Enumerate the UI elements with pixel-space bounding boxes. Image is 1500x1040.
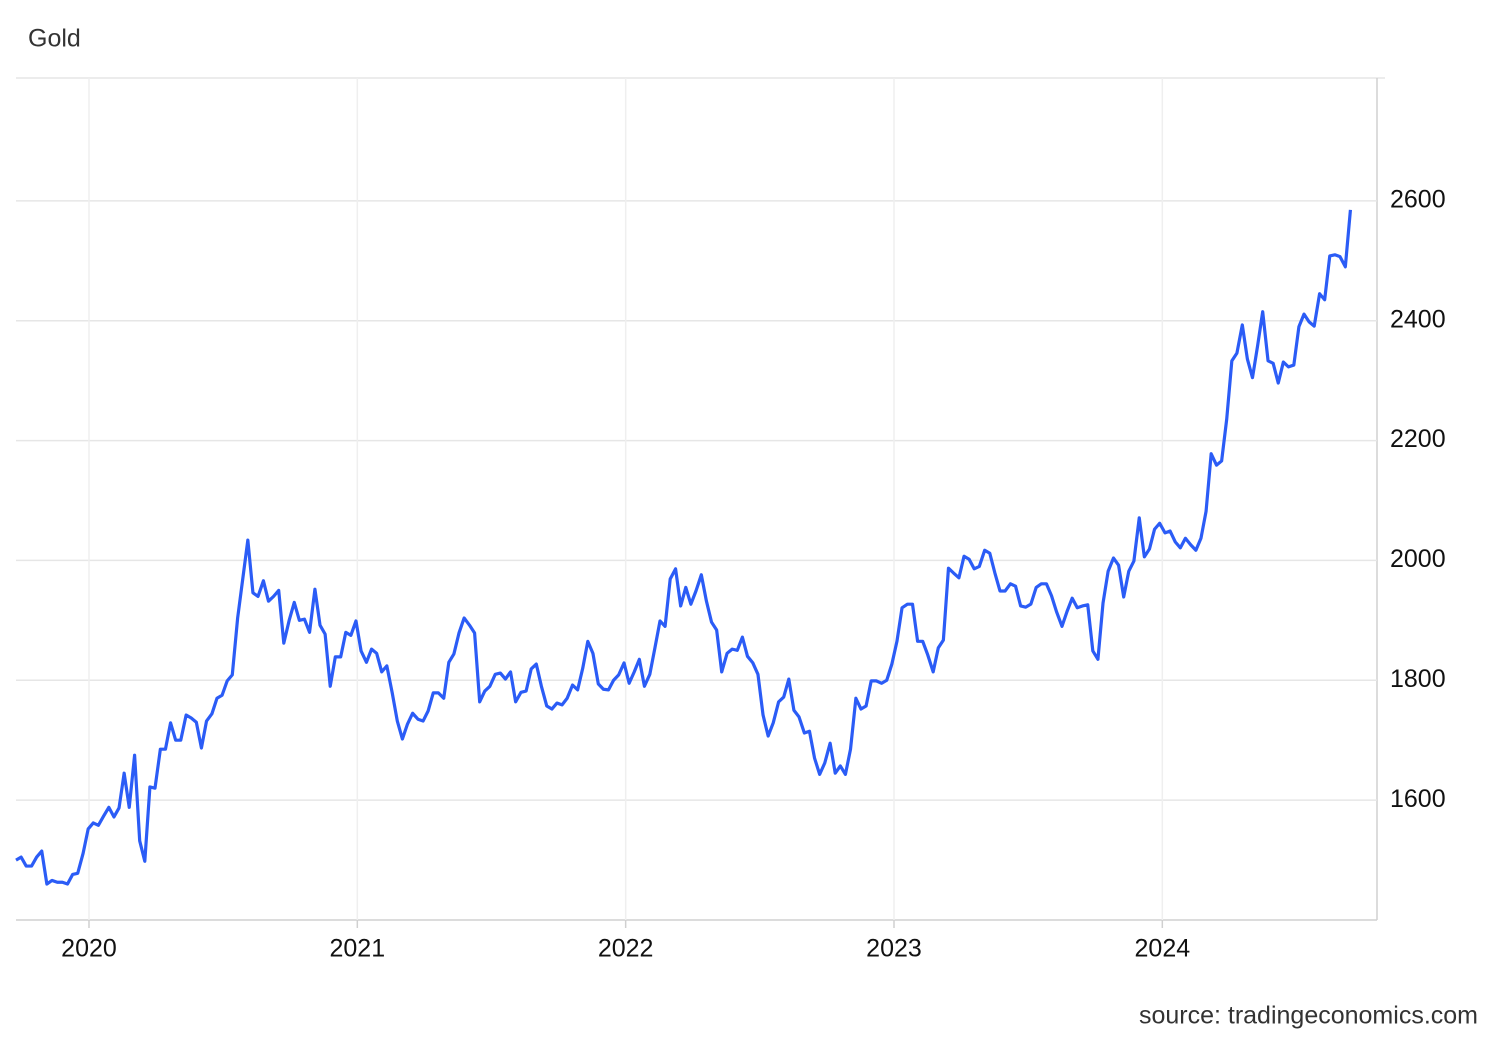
x-tick-label: 2022 [598, 935, 654, 963]
chart-title: Gold [28, 25, 81, 53]
y-tick-label: 2400 [1390, 305, 1446, 333]
y-tick-label: 2000 [1390, 545, 1446, 573]
x-tick-label: 2024 [1135, 935, 1191, 963]
y-tick-label: 1800 [1390, 665, 1446, 693]
source-note: source: tradingeconomics.com [1139, 1002, 1478, 1030]
y-tick-label: 1600 [1390, 785, 1446, 813]
y-tick-label: 2200 [1390, 425, 1446, 453]
x-tick-label: 2023 [866, 935, 922, 963]
x-tick-label: 2021 [330, 935, 386, 963]
price-line [15, 209, 1353, 886]
y-tick-label: 2600 [1390, 185, 1446, 213]
x-tick-label: 2020 [61, 935, 117, 963]
